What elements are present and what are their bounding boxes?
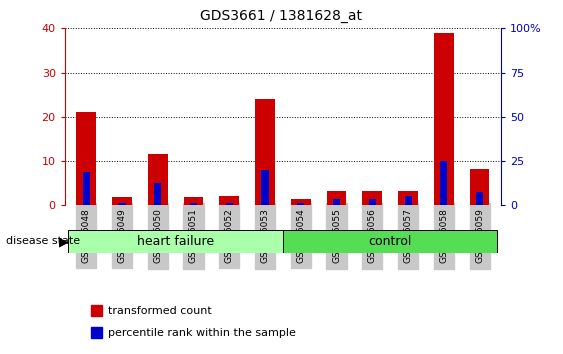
Bar [255,99,275,205]
Text: heart failure: heart failure [137,235,214,248]
Bar [404,196,412,205]
Text: GDS3661 / 1381628_at: GDS3661 / 1381628_at [200,9,363,23]
Bar [261,170,269,205]
Text: disease state: disease state [6,236,80,246]
Bar [434,33,454,205]
Bar [148,154,168,205]
Bar [83,172,90,205]
Bar [190,203,197,205]
Bar [154,183,162,205]
Bar [440,161,448,205]
Bar [68,230,283,253]
Bar [283,230,498,253]
Bar [184,198,203,205]
Text: percentile rank within the sample: percentile rank within the sample [108,327,296,338]
Bar [118,203,126,205]
Bar [363,191,382,205]
Bar [476,192,483,205]
Bar [470,169,489,205]
Bar [112,198,132,205]
Text: control: control [369,235,412,248]
Bar [77,113,96,205]
Bar [291,199,311,205]
Bar [398,191,418,205]
Bar [327,191,346,205]
Bar [91,305,102,316]
Bar [226,203,233,205]
Bar [369,199,376,205]
Bar [220,196,239,205]
Bar [297,203,305,205]
Bar [91,327,102,338]
Text: ▶: ▶ [59,235,69,248]
Bar [333,199,340,205]
Text: transformed count: transformed count [108,306,212,316]
